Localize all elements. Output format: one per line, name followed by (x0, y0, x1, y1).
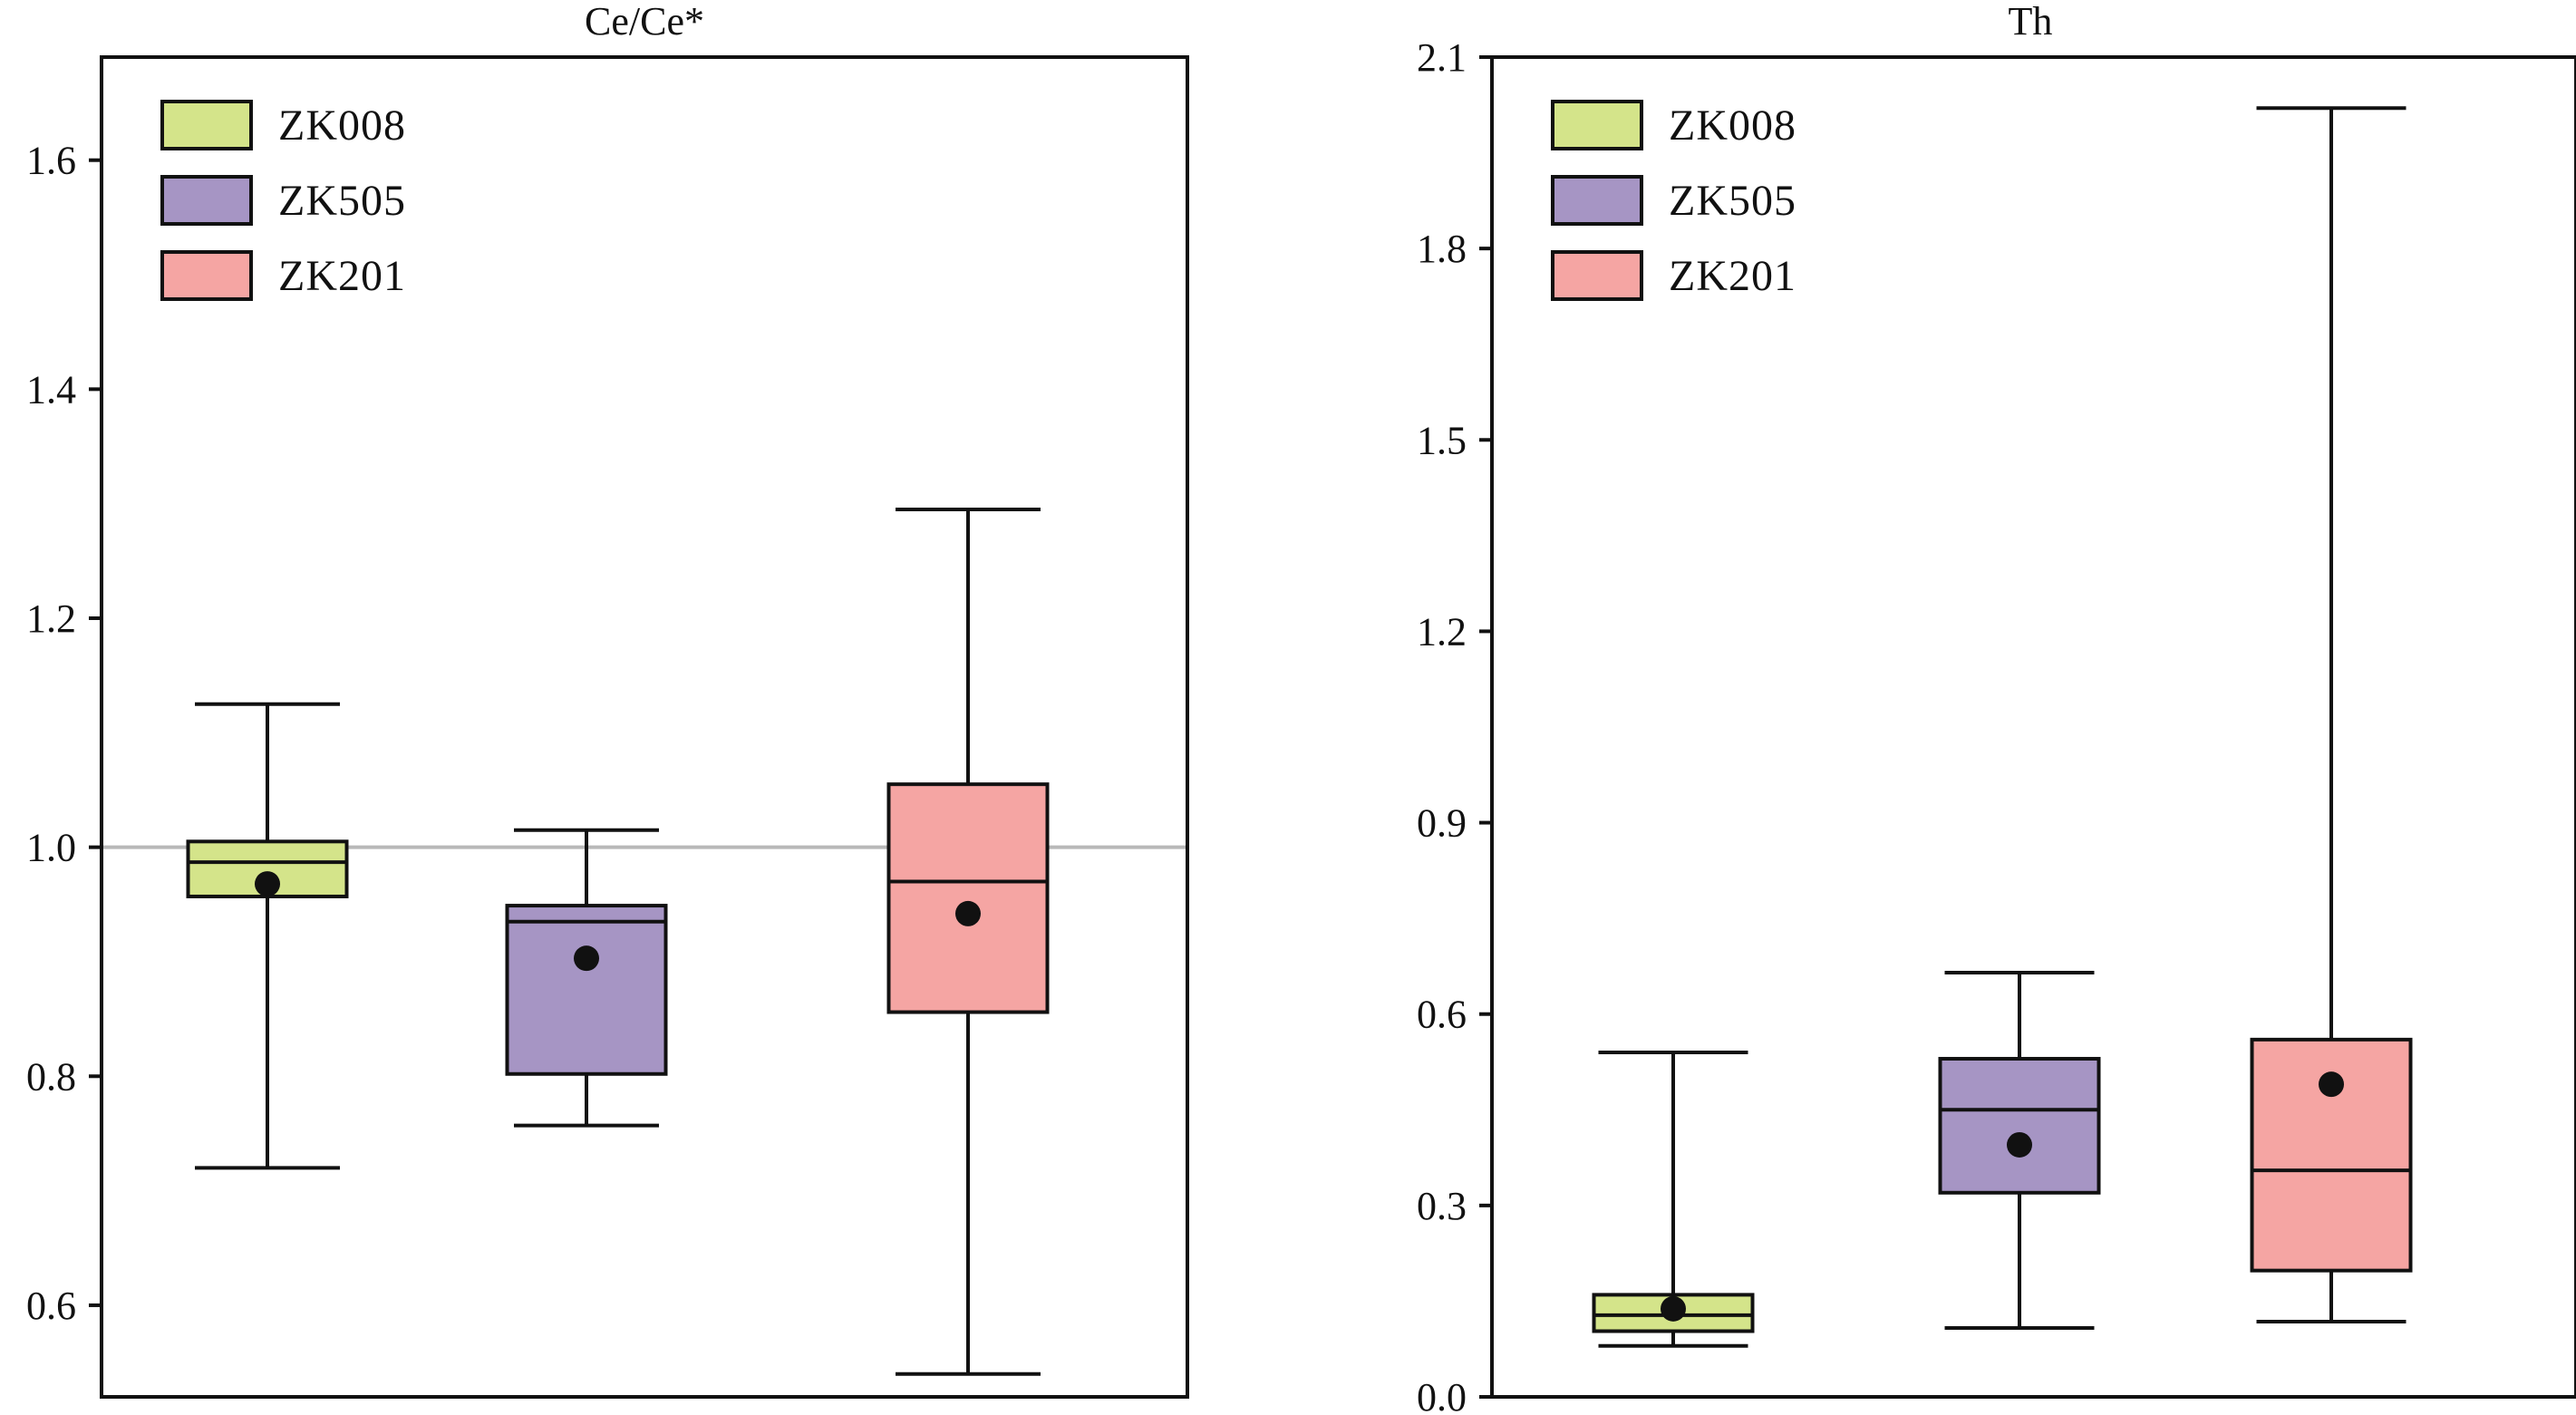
legend-label-zk505: ZK505 (278, 177, 406, 225)
y-tick-label: 1.6 (26, 139, 76, 183)
legend-swatch-zk201 (160, 250, 253, 301)
mean-point-zk201 (2319, 1071, 2344, 1098)
legend-label-zk505: ZK505 (1669, 177, 1796, 225)
legend-label-zk008: ZK008 (278, 102, 406, 150)
plot-frame (100, 55, 1189, 1399)
legend-swatch-zk008 (1551, 100, 1643, 150)
y-tick-label: 1.5 (1417, 418, 1467, 462)
box-zk505 (505, 904, 668, 1076)
y-tick-label: 0.6 (1417, 993, 1467, 1037)
y-tick-label: 2.1 (1417, 35, 1467, 80)
mean-point-zk505 (2007, 1131, 2032, 1158)
legend-swatch-zk505 (160, 175, 253, 226)
mean-point-zk505 (574, 945, 599, 972)
y-tick-label: 0.6 (26, 1284, 76, 1328)
y-tick-label: 0.9 (1417, 801, 1467, 846)
legend-swatch-zk201 (1551, 250, 1643, 301)
legend-label-zk201: ZK201 (1669, 252, 1796, 300)
y-tick-label: 1.4 (26, 367, 76, 412)
legend-label-zk008: ZK008 (1669, 102, 1796, 150)
y-tick-label: 1.8 (1417, 227, 1467, 271)
box-zk505 (1938, 1056, 2101, 1195)
panel-title: Th (2009, 0, 2053, 44)
box-zk201 (886, 782, 1050, 1014)
y-tick-label: 0.0 (1417, 1375, 1467, 1415)
legend-label-zk201: ZK201 (278, 252, 406, 300)
legend-swatch-zk505 (1551, 175, 1643, 226)
mean-point-zk008 (255, 871, 280, 897)
y-tick-label: 1.2 (26, 596, 76, 641)
y-tick-label: 1.0 (26, 826, 76, 870)
panel-th: 0.0 0.3 0.6 0.9 1.2 1.5 1.8 2.1 Th ZK008 ZK505 ZK20… (1417, 0, 2576, 1415)
legend-swatch-zk008 (160, 100, 253, 150)
mean-point-zk008 (1661, 1295, 1686, 1322)
panel-title: Ce/Ce* (585, 0, 704, 44)
y-tick-label: 0.3 (1417, 1184, 1467, 1228)
y-tick-label: 0.8 (26, 1054, 76, 1099)
mean-point-zk201 (955, 900, 981, 926)
y-tick-label: 1.2 (1417, 609, 1467, 654)
plot-frame (1490, 55, 2576, 1399)
panel-ce-ratio: 0.6 0.8 1.0 1.2 1.4 1.6 Ce/Ce* ZK008 ZK505 ZK201 (26, 0, 1189, 1399)
